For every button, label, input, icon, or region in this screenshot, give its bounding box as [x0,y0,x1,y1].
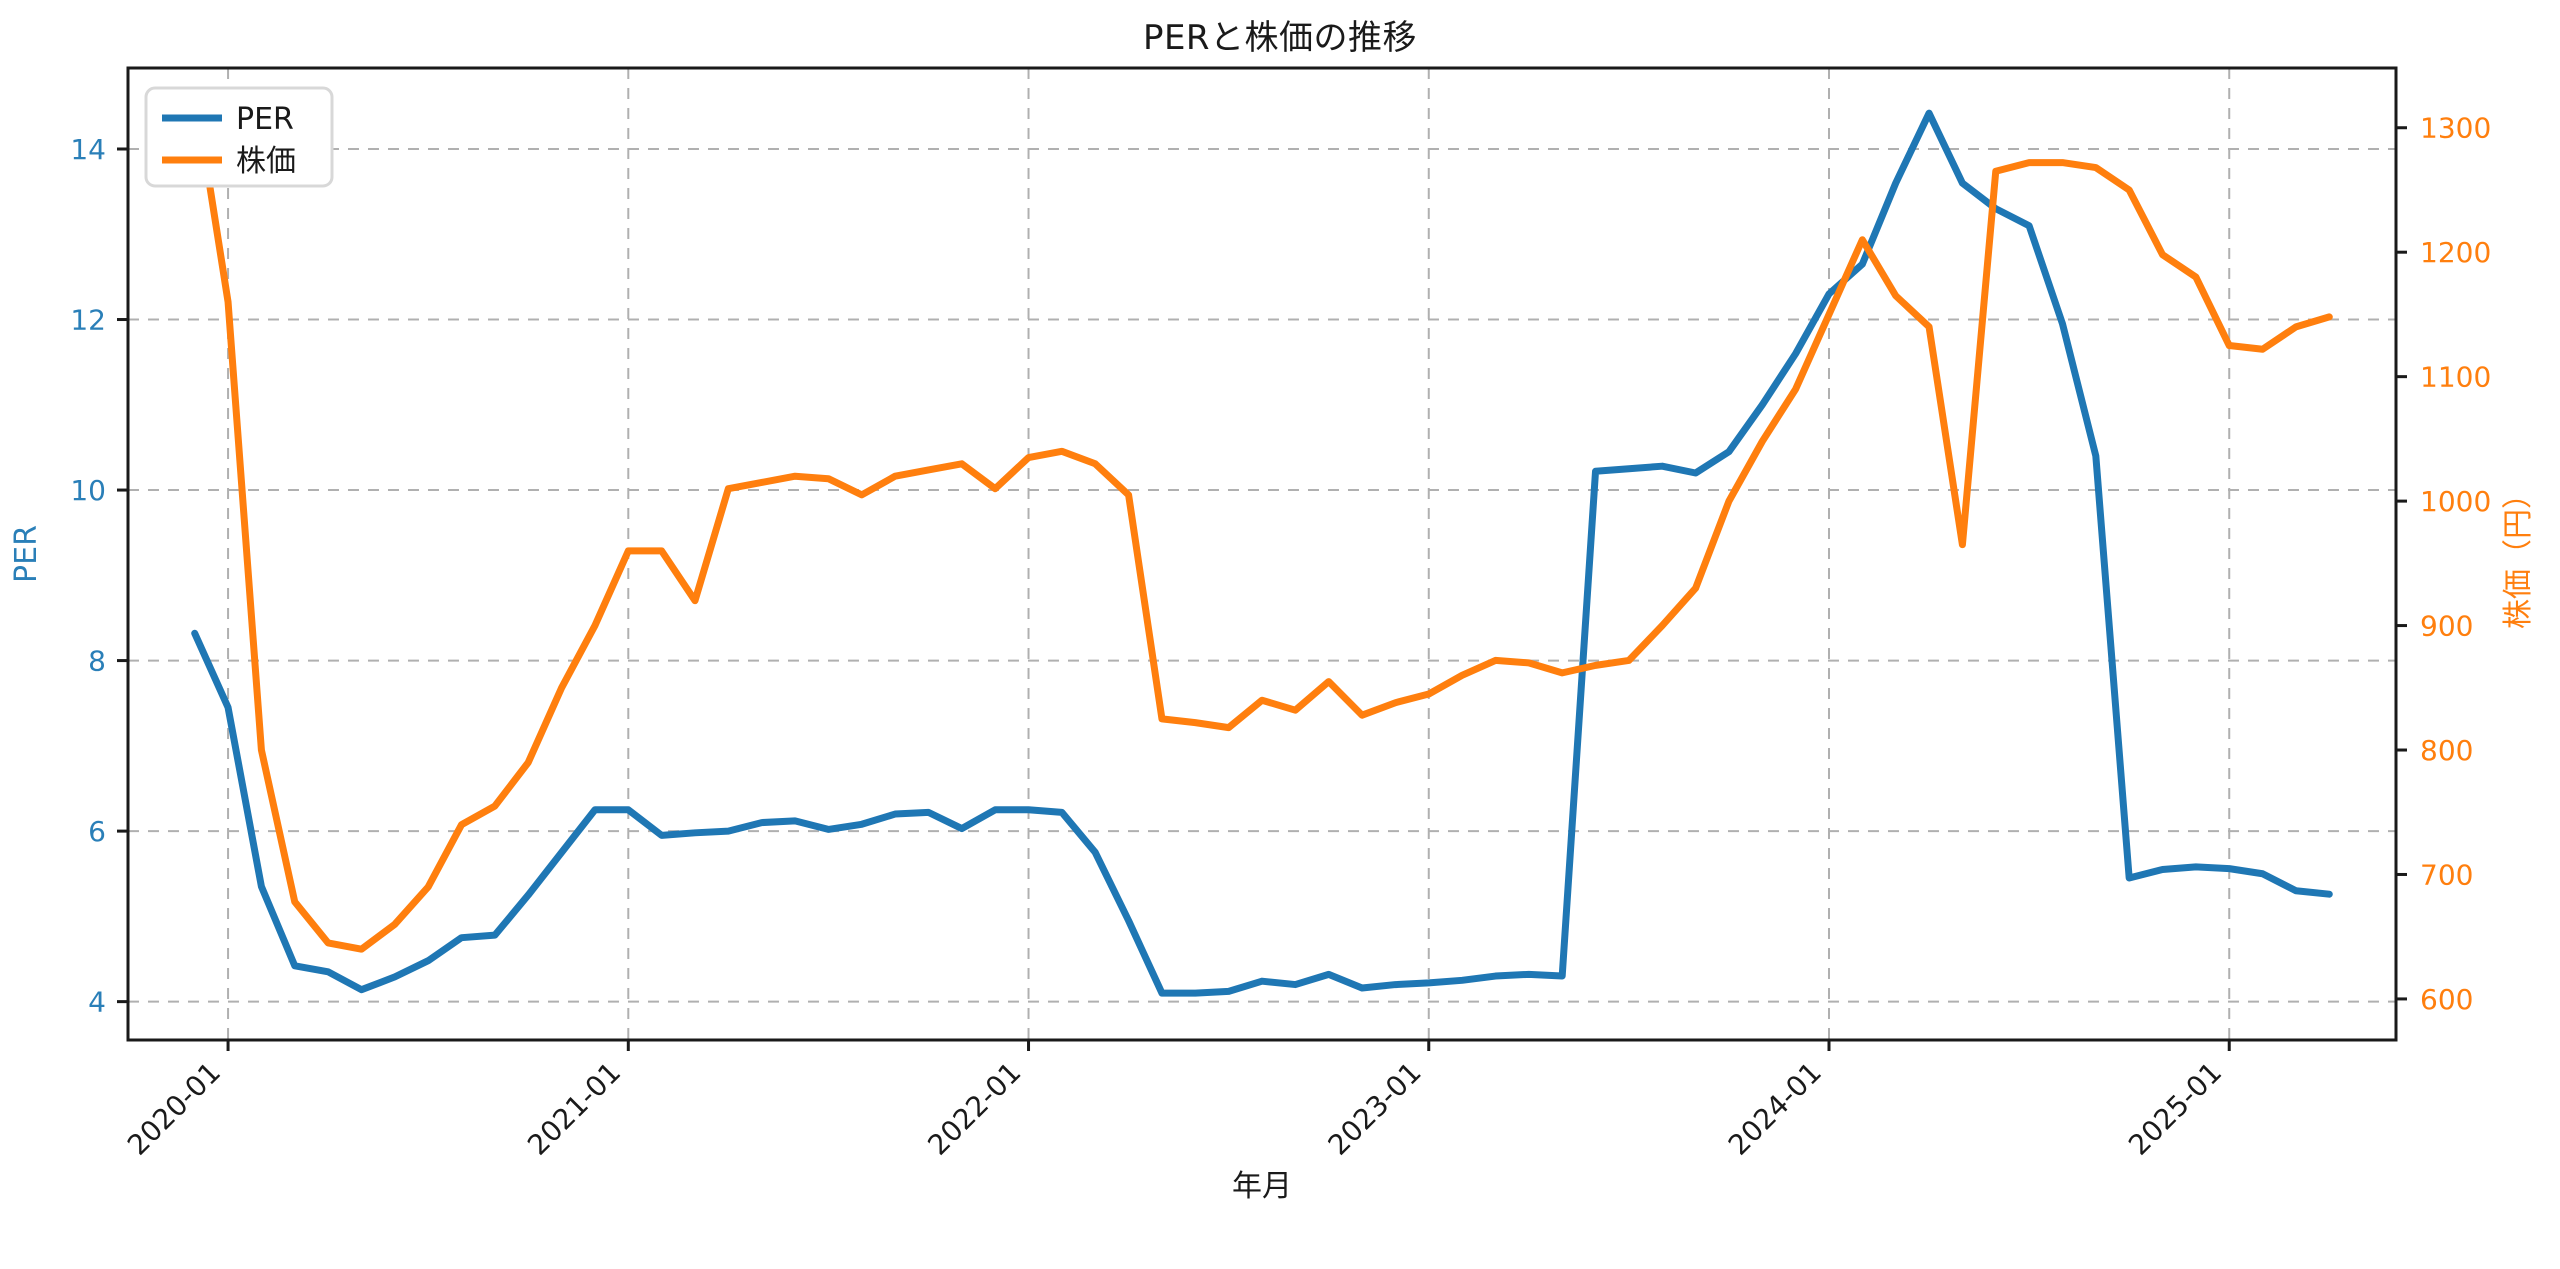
y-axis-left-tick-label: 12 [70,304,106,337]
x-axis-tick-label: 2023-01 [1322,1056,1428,1162]
y-axis-right-tick-label: 600 [2420,983,2473,1016]
x-axis-label: 年月 [1232,1169,1292,1204]
chart-title: PERと株価の推移 [1142,18,1418,58]
y-axis-right-tick-label: 1200 [2420,236,2491,269]
x-axis-tick-label: 2020-01 [121,1056,227,1162]
y-axis-right-tick-label: 1000 [2420,485,2491,518]
y-axis-left-label: PER [9,525,44,583]
y-axis-left-tick-label: 6 [88,815,106,848]
y-axis-left-tick-label: 10 [70,474,106,507]
y-axis-right-tick-label: 1100 [2420,361,2491,394]
x-axis-tick-label: 2025-01 [2122,1056,2228,1162]
y-axis-right-label: 株価（円） [2501,479,2536,629]
y-axis-right-tick-label: 900 [2420,610,2473,643]
y-axis-left-tick-label: 8 [88,645,106,678]
plot-frame [126,66,2398,1042]
y-axis-right-tick-label: 700 [2420,858,2473,891]
y-axis-right-tick-label: 1300 [2420,112,2491,145]
y-axis-left-tick-label: 14 [70,133,106,166]
legend-label-PER: PER [236,102,294,137]
x-axis-tick-label: 2022-01 [921,1056,1027,1162]
y-axis-right-tick-label: 800 [2420,734,2473,767]
x-axis-tick-label: 2024-01 [1722,1056,1828,1162]
y-axis-left-tick-label: 4 [88,986,106,1019]
legend-label-株価: 株価 [236,144,296,179]
x-axis-tick-label: 2021-01 [521,1056,627,1162]
data-line-PER [191,109,2333,997]
data-line-株価 [191,86,2333,953]
